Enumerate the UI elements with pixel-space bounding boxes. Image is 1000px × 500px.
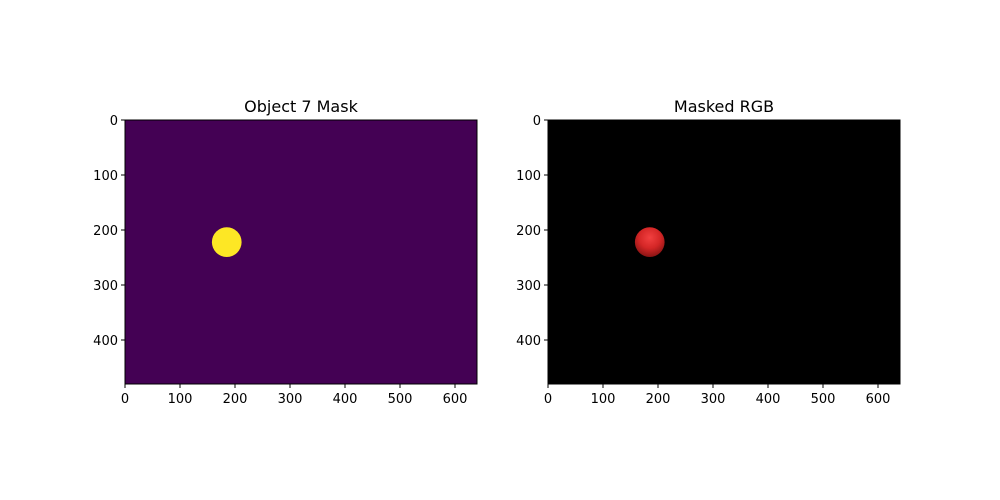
mask-x-tick-label: 600 (443, 392, 468, 407)
mask-axes-frame (124, 119, 478, 385)
rgb-y-tick-label: 300 (516, 279, 541, 294)
mask-y-tick-label: 0 (110, 114, 118, 129)
mask-y-axis: 0 100 200 300 400 (93, 114, 125, 349)
rgb-x-tick-label: 600 (866, 392, 891, 407)
mask-object-blob (211, 227, 242, 257)
mask-x-tick-label: 300 (278, 392, 303, 407)
rgb-x-tick-label: 0 (544, 392, 552, 407)
rgb-image-background (548, 120, 900, 384)
mask-panel-title: Object 7 Mask (244, 97, 358, 116)
mask-y-tick-label: 300 (93, 279, 118, 294)
rgb-x-tick-label: 200 (646, 392, 671, 407)
mask-y-tick-label: 400 (93, 334, 118, 349)
rgb-y-axis: 0 100 200 300 400 (516, 114, 548, 349)
rgb-x-tick-label: 400 (756, 392, 781, 407)
rgb-y-tick-label: 200 (516, 224, 541, 239)
mask-x-tick-label: 0 (121, 392, 129, 407)
mask-x-tick-label: 100 (168, 392, 193, 407)
rgb-axes-frame (547, 119, 901, 385)
rgb-y-tick-label: 400 (516, 334, 541, 349)
rgb-x-axis: 0 100 200 300 400 500 600 (544, 384, 891, 407)
rgb-x-tick-label: 100 (591, 392, 616, 407)
rgb-panel: Masked RGB 0 100 200 300 400 500 600 0 100 200 30… (516, 97, 901, 407)
rgb-x-tick-label: 300 (701, 392, 726, 407)
mask-panel: Object 7 Mask 0 100 200 300 400 500 600 0 100 20… (93, 97, 478, 407)
mask-x-axis: 0 100 200 300 400 500 600 (121, 384, 468, 407)
rgb-x-tick-label: 500 (811, 392, 836, 407)
mask-x-tick-label: 400 (333, 392, 358, 407)
rgb-y-tick-label: 0 (533, 114, 541, 129)
mask-y-tick-label: 100 (93, 169, 118, 184)
rgb-y-tick-label: 100 (516, 169, 541, 184)
rgb-panel-title: Masked RGB (674, 97, 774, 116)
rgb-object-sphere (634, 227, 665, 257)
mask-y-tick-label: 200 (93, 224, 118, 239)
mask-x-tick-label: 500 (388, 392, 413, 407)
mask-image-background (125, 120, 477, 384)
mask-x-tick-label: 200 (223, 392, 248, 407)
